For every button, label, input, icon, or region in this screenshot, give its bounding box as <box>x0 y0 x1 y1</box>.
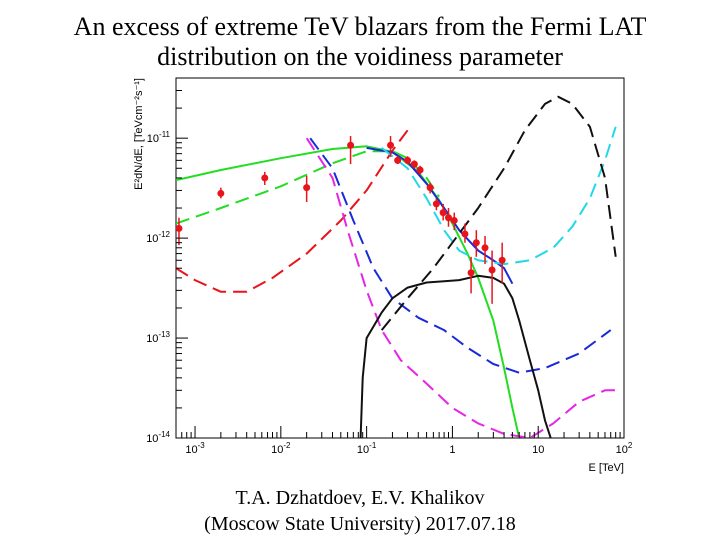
data-points <box>176 136 506 304</box>
y-axis-label: E²dN/dE, [TeVcm⁻²s⁻¹] <box>133 78 145 190</box>
x-tick-label: 10-3 <box>185 441 205 456</box>
data-point-marker <box>347 141 355 149</box>
y-tick-label: 10-12 <box>146 230 170 245</box>
x-axis-label: E [TeV] <box>589 462 624 474</box>
data-point-15 <box>450 212 458 231</box>
plot-frame <box>175 77 625 439</box>
x-tick-label: 1 <box>449 444 455 456</box>
slide-title-line-2: distribution on the voidiness parameter <box>157 42 563 71</box>
model-curves <box>176 95 617 438</box>
data-point-marker <box>426 184 434 192</box>
affiliation-line: (Moscow State University) 2017.07.18 <box>204 513 516 535</box>
data-point-12 <box>432 198 440 211</box>
x-tick-label: 10 <box>532 444 544 456</box>
model-curve-3 <box>176 129 409 293</box>
data-point-20 <box>488 250 496 304</box>
data-point-4 <box>303 175 311 202</box>
data-point-marker <box>387 141 395 149</box>
data-point-marker <box>303 184 311 192</box>
data-point-marker <box>404 156 412 164</box>
data-point-marker <box>217 189 225 197</box>
x-tick-label: 10-1 <box>357 441 377 456</box>
data-point-6 <box>387 136 395 157</box>
data-point-marker <box>488 266 496 274</box>
model-curve-6 <box>305 137 616 438</box>
data-point-21 <box>498 242 506 284</box>
data-point-marker <box>450 217 458 225</box>
data-point-marker <box>467 269 475 277</box>
data-point-marker <box>481 244 489 252</box>
data-point-17 <box>467 256 475 294</box>
data-point-marker <box>432 200 440 208</box>
data-point-marker <box>176 224 183 232</box>
data-point-3 <box>261 171 269 185</box>
data-point-7 <box>394 156 402 165</box>
data-point-1 <box>176 217 183 246</box>
model-curve-7 <box>381 126 617 266</box>
data-point-marker <box>410 160 418 168</box>
data-point-marker <box>444 214 452 222</box>
y-tick-label: 10-13 <box>146 330 170 345</box>
data-point-9 <box>410 160 418 169</box>
x-tick-label: 102 <box>616 441 633 456</box>
data-point-marker <box>394 156 402 164</box>
data-point-marker <box>472 239 480 247</box>
data-point-2 <box>217 187 225 199</box>
data-point-16 <box>461 223 469 243</box>
data-point-marker <box>439 209 447 217</box>
data-point-marker <box>498 256 506 264</box>
model-curve-9 <box>359 274 552 438</box>
data-point-19 <box>481 235 489 265</box>
author-line: T.A. Dzhatdoev, E.V. Khalikov <box>235 487 485 509</box>
data-point-14 <box>444 208 452 227</box>
x-tick-label: 10-2 <box>271 441 291 456</box>
data-point-10 <box>416 165 424 175</box>
slide-title-line-1: An excess of extreme TeV blazars from th… <box>73 12 647 41</box>
data-point-marker <box>261 174 269 182</box>
data-point-11 <box>426 182 434 194</box>
data-point-marker <box>416 166 424 174</box>
model-curve-8 <box>380 95 617 331</box>
y-tick-label: 10-14 <box>146 430 170 445</box>
y-tick-label: 10-11 <box>147 130 171 145</box>
model-curve-4 <box>309 137 612 374</box>
data-point-5 <box>347 136 355 165</box>
data-point-marker <box>461 230 469 238</box>
data-point-13 <box>439 203 447 221</box>
data-point-18 <box>472 230 480 257</box>
data-point-8 <box>404 156 412 165</box>
